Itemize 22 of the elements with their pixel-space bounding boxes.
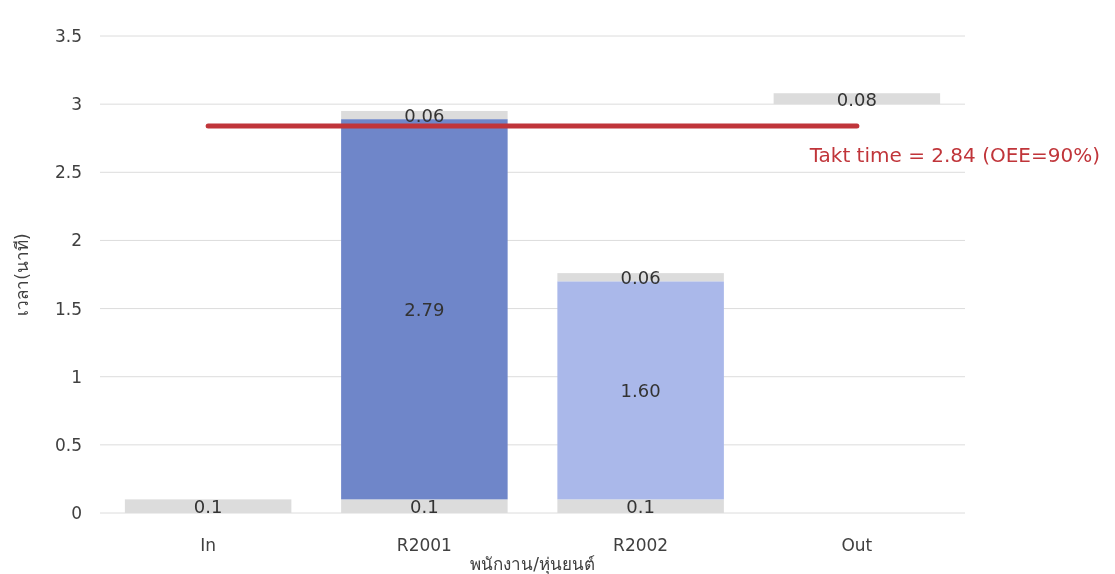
y-tick-label: 0 <box>71 503 82 523</box>
y-tick-label: 3 <box>71 94 82 115</box>
data-label: 2.79 <box>404 299 445 321</box>
ref-line-label: Takt time = 2.84 (OEE=90%) <box>808 142 1100 167</box>
y-tick-label: 0.5 <box>54 434 82 455</box>
y-tick-label: 1.5 <box>54 298 82 319</box>
data-label: 0.1 <box>410 496 439 518</box>
x-tick-label: R2001 <box>396 535 452 555</box>
x-axis-title: พนักงาน/หุ่นยนต์ <box>470 554 595 574</box>
y-tick-label: 3.5 <box>54 26 82 46</box>
data-label: 0.06 <box>620 267 661 289</box>
y-tick-label: 1 <box>71 366 82 387</box>
x-tick-label: In <box>200 535 217 555</box>
x-tick-label: Out <box>841 535 873 555</box>
data-label: 0.1 <box>193 496 223 518</box>
y-tick-label: 2 <box>71 230 82 251</box>
x-tick-label: R2002 <box>613 535 669 555</box>
data-label: 1.60 <box>620 380 661 402</box>
y-axis-title: เวลา(นาที) <box>12 233 32 316</box>
y-tick-label: 2.5 <box>54 162 82 183</box>
data-label: 0.08 <box>836 88 877 110</box>
data-label: 0.1 <box>626 496 655 518</box>
